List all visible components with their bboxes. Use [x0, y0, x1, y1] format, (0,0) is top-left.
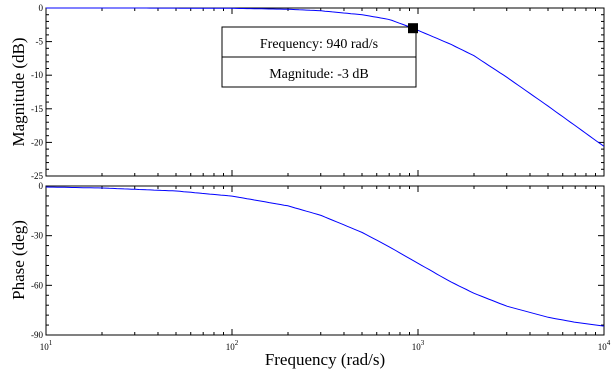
frequency-x-tick-labels: 101 102 103 104 — [40, 339, 611, 352]
magnitude-curve — [46, 7, 605, 147]
phase-curve — [45, 186, 605, 327]
phase-y-tick-labels: 0 -30 -60 -90 — [31, 181, 44, 340]
magnitude-y-tick-label: -20 — [31, 137, 43, 147]
magnitude-y-tick-label: -25 — [31, 171, 43, 181]
frequency-tick-label: 103 — [412, 339, 425, 352]
frequency-tick-label: 102 — [226, 339, 239, 352]
magnitude-axis-title: Magnitude (dB) — [9, 37, 28, 146]
magnitude-y-tick-label: 0 — [39, 3, 44, 13]
data-tip-marker[interactable] — [408, 23, 418, 34]
phase-y-tick-label: -30 — [31, 231, 43, 241]
phase-axis-title: Phase (deg) — [9, 220, 28, 300]
frequency-tick-label: 104 — [598, 339, 611, 352]
magnitude-ticks — [45, 7, 604, 177]
phase-ticks — [45, 185, 604, 336]
phase-y-tick-label: -60 — [31, 280, 43, 290]
data-tip[interactable]: Frequency: 940 rad/s Magnitude: -3 dB — [221, 23, 418, 88]
magnitude-y-tick-labels: 0 -5 -10 -15 -20 -25 — [31, 3, 44, 181]
phase-y-tick-label: 0 — [39, 181, 44, 191]
phase-axes-frame — [45, 185, 605, 336]
frequency-tick-label: 101 — [40, 339, 53, 352]
magnitude-y-tick-label: -15 — [31, 104, 43, 114]
data-tip-magnitude: Magnitude: -3 dB — [269, 67, 369, 82]
magnitude-y-tick-label: -5 — [36, 37, 44, 47]
data-tip-frequency: Frequency: 940 rad/s — [260, 37, 378, 52]
magnitude-y-tick-label: -10 — [31, 70, 43, 80]
phase-panel: 0 -30 -60 -90 101 102 103 104 Phase (deg) Freq… — [9, 181, 611, 369]
phase-y-tick-label: -90 — [31, 330, 43, 340]
frequency-axis-title: Frequency (rad/s) — [265, 350, 385, 369]
